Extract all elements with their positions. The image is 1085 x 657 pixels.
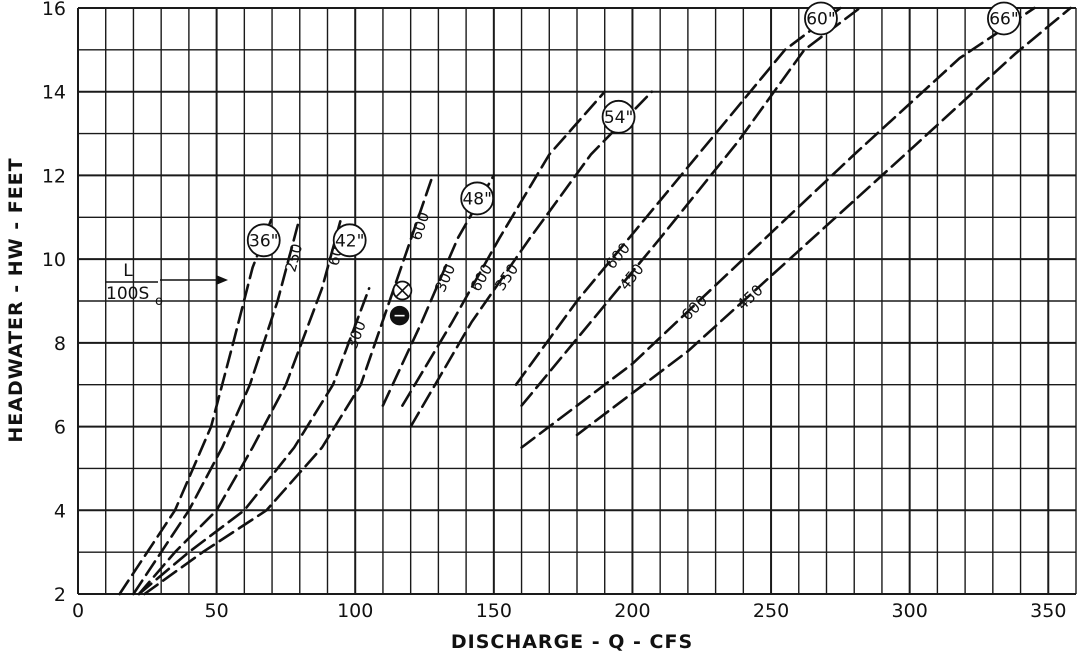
series-line bbox=[137, 287, 371, 596]
series-line bbox=[575, 6, 1072, 437]
x-tick-label: 300 bbox=[892, 600, 928, 622]
series-line bbox=[118, 216, 274, 596]
x-tick-label: 50 bbox=[205, 600, 229, 622]
curve-label: 600 bbox=[467, 261, 497, 295]
curve-label: 300 bbox=[431, 261, 459, 294]
pipe-size-circle bbox=[332, 223, 367, 258]
key-numerator: L bbox=[123, 261, 133, 281]
x-tick-label: 100 bbox=[337, 600, 373, 622]
series-line bbox=[409, 90, 654, 428]
curve-label: 600 bbox=[678, 291, 711, 324]
marker-group bbox=[389, 280, 413, 326]
series-group bbox=[118, 6, 1072, 596]
x-tick-label: 150 bbox=[476, 600, 512, 622]
series-line bbox=[132, 216, 302, 596]
y-tick-label: 14 bbox=[42, 82, 66, 104]
pipe-size-label: 48" bbox=[462, 189, 491, 209]
grid bbox=[77, 7, 1077, 595]
series-line bbox=[514, 6, 842, 386]
x-tick-label: 250 bbox=[753, 600, 789, 622]
tick-group: 0 50 100 150 200 250 300 350 2 4 6 8 10 12 14 16 bbox=[42, 0, 1067, 622]
series-line bbox=[143, 174, 435, 596]
y-tick-label: 6 bbox=[54, 417, 66, 439]
label-group: 450250600300600300600350600450600450 bbox=[254, 210, 766, 352]
y-axis-title: HEADWATER - HW - FEET bbox=[5, 157, 27, 442]
pipe-size-label: 42" bbox=[335, 231, 364, 251]
y-tick-label: 8 bbox=[54, 333, 66, 355]
pipe-size-label: 60" bbox=[806, 9, 835, 29]
key-label: L 100S o bbox=[106, 261, 228, 309]
pipe-size-circle bbox=[460, 181, 495, 216]
curve-label: 300 bbox=[343, 318, 370, 351]
y-tick-label: 16 bbox=[42, 0, 66, 20]
x-tick-label: 350 bbox=[1030, 600, 1066, 622]
pipe-size-circle bbox=[246, 223, 281, 258]
x-tick-label: 0 bbox=[72, 600, 84, 622]
pipe-size-circle bbox=[987, 1, 1021, 36]
pipe-size-circle bbox=[804, 1, 838, 36]
series-line bbox=[520, 6, 862, 407]
pipe-size-label: 54" bbox=[604, 108, 633, 128]
pipe-size-label: 66" bbox=[989, 9, 1018, 29]
curve-label: 250 bbox=[282, 242, 307, 274]
key-arrow-head bbox=[216, 275, 228, 285]
x-tick-label: 200 bbox=[614, 600, 650, 622]
pipe-size-group: 36" 42" 48" 54" 60" 66" bbox=[246, 1, 1021, 258]
x-axis-title: DISCHARGE - Q - CFS bbox=[451, 631, 693, 653]
key-denominator: 100S bbox=[106, 284, 149, 304]
pipe-size-circle bbox=[601, 99, 636, 134]
series-line bbox=[520, 6, 1036, 449]
y-tick-label: 10 bbox=[42, 249, 66, 271]
y-tick-label: 4 bbox=[54, 500, 66, 522]
series-line bbox=[137, 216, 343, 596]
marker-cross-stroke bbox=[395, 283, 409, 298]
key-subscript: o bbox=[155, 294, 163, 309]
series-line bbox=[401, 90, 606, 407]
pipe-size-label: 36" bbox=[249, 231, 278, 251]
y-tick-label: 2 bbox=[54, 584, 66, 606]
y-tick-label: 12 bbox=[42, 165, 66, 187]
